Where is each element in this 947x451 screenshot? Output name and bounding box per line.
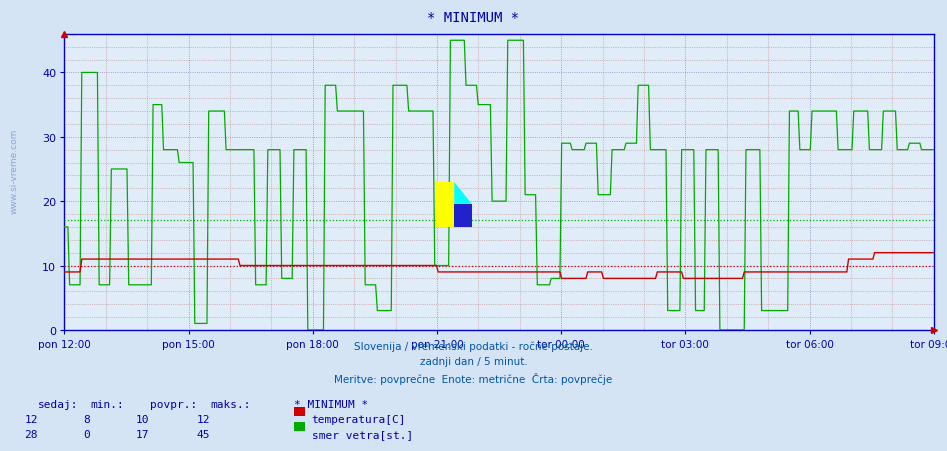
Text: maks.:: maks.: (210, 399, 251, 409)
Polygon shape (455, 204, 472, 228)
Text: povpr.:: povpr.: (150, 399, 197, 409)
Text: 45: 45 (197, 429, 210, 439)
Text: 17: 17 (136, 429, 150, 439)
Text: 12: 12 (197, 414, 210, 424)
Text: 28: 28 (25, 429, 38, 439)
Text: 0: 0 (83, 429, 90, 439)
Text: temperatura[C]: temperatura[C] (312, 414, 406, 424)
Text: 8: 8 (83, 414, 90, 424)
Text: * MINIMUM *: * MINIMUM * (294, 399, 367, 409)
Text: www.si-vreme.com: www.si-vreme.com (9, 129, 19, 214)
Text: min.:: min.: (90, 399, 124, 409)
Polygon shape (436, 183, 455, 228)
Polygon shape (455, 183, 472, 204)
Text: sedaj:: sedaj: (38, 399, 79, 409)
Text: smer vetra[st.]: smer vetra[st.] (312, 429, 413, 439)
Text: zadnji dan / 5 minut.: zadnji dan / 5 minut. (420, 356, 527, 366)
Text: 12: 12 (25, 414, 38, 424)
Text: Meritve: povprečne  Enote: metrične  Črta: povprečje: Meritve: povprečne Enote: metrične Črta:… (334, 372, 613, 384)
Text: * MINIMUM *: * MINIMUM * (427, 11, 520, 25)
Text: Slovenija / vremenski podatki - ročne postaje.: Slovenija / vremenski podatki - ročne po… (354, 341, 593, 351)
Text: 10: 10 (136, 414, 150, 424)
